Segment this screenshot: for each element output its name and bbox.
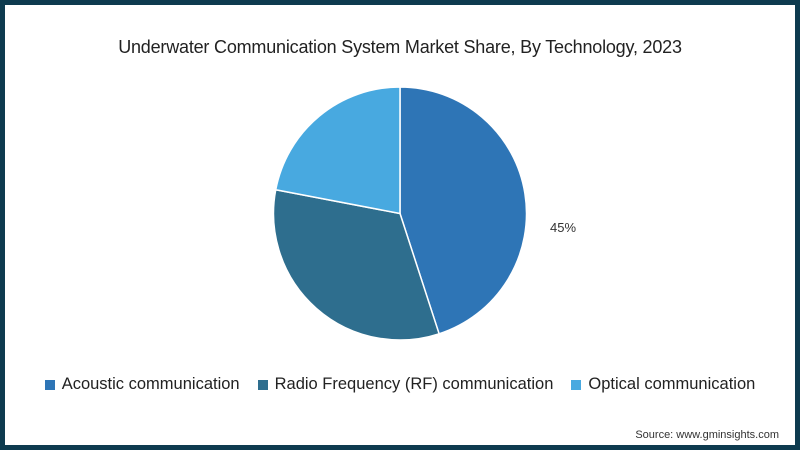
legend-label: Acoustic communication — [61, 375, 240, 393]
legend-label: Optical communication — [588, 375, 756, 393]
pie-slice-acoustic — [399, 86, 528, 335]
source-note: Source: www.gminsights.com — [635, 429, 779, 441]
legend-swatch-acoustic-icon — [44, 379, 55, 390]
legend: Acoustic communication Radio Frequency (… — [5, 375, 795, 394]
legend-swatch-rf-icon — [257, 379, 268, 390]
chart-frame: Underwater Communication System Market S… — [5, 5, 795, 445]
legend-item-optical: Optical communication — [571, 375, 755, 394]
legend-swatch-optical-icon — [571, 379, 582, 390]
chart-title: Underwater Communication System Market S… — [118, 37, 682, 57]
legend-label: Radio Frequency (RF) communication — [274, 375, 554, 393]
pie-slice-optical — [274, 86, 401, 215]
legend-item-acoustic: Acoustic communication — [44, 375, 240, 394]
legend-item-rf: Radio Frequency (RF) communication — [257, 375, 554, 394]
acoustic-percent-label: 45% — [550, 220, 577, 235]
pie-chart — [272, 86, 528, 341]
pie-slice-rf — [272, 188, 441, 341]
